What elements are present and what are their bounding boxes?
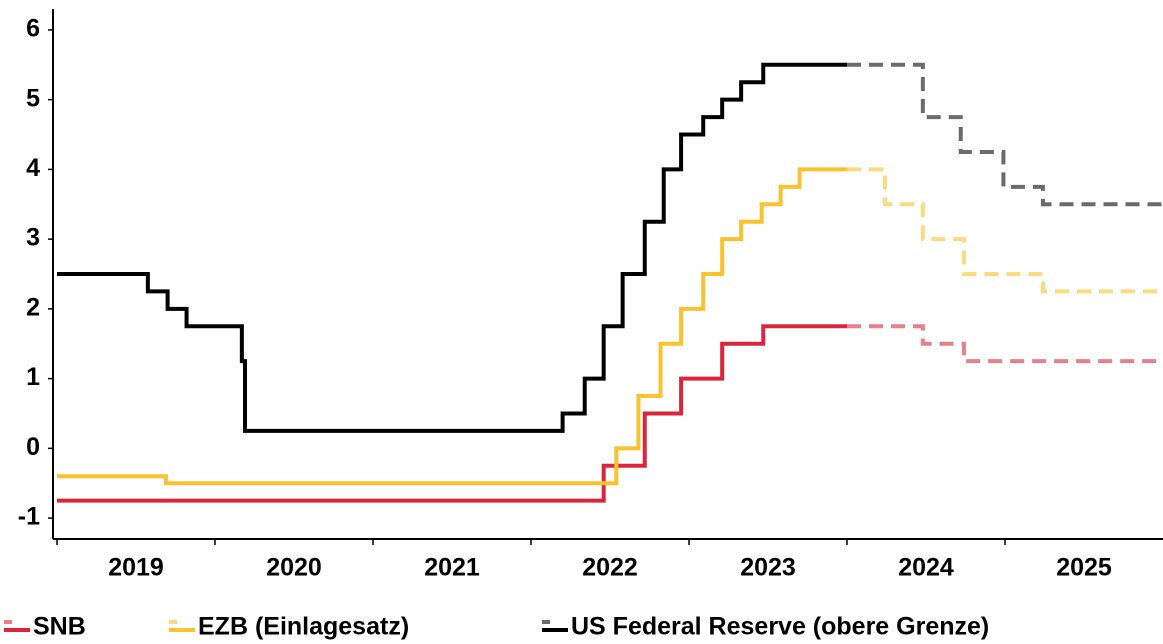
x-tick-label: 2023 <box>740 554 796 582</box>
y-tick-label: 6 <box>26 15 40 43</box>
legend-label: US Federal Reserve (obere Grenze) <box>571 613 989 641</box>
series-line <box>57 324 847 503</box>
y-tick-label: 5 <box>26 84 40 112</box>
y-tick-label: 3 <box>26 224 40 252</box>
series-line <box>57 62 847 433</box>
series-line <box>57 167 847 486</box>
x-tick-label: 2020 <box>266 554 322 582</box>
legend-label: EZB (Einlagesatz) <box>198 613 409 641</box>
series-forecast-line <box>847 324 1163 364</box>
x-tick-label: 2025 <box>1056 554 1112 582</box>
y-tick-label: 4 <box>26 154 40 182</box>
y-tick-label: 1 <box>26 363 40 391</box>
x-tick-label: 2024 <box>898 554 954 582</box>
legend-label: SNB <box>33 613 86 641</box>
series-forecast-line <box>847 62 1163 207</box>
x-tick-label: 2019 <box>108 554 164 582</box>
y-tick-label: 2 <box>26 293 40 321</box>
x-tick-label: 2021 <box>424 554 480 582</box>
x-tick-label: 2022 <box>582 554 638 582</box>
y-tick-label: -1 <box>18 503 40 531</box>
series-forecast-line <box>847 167 1163 294</box>
y-tick-label: 0 <box>26 433 40 461</box>
